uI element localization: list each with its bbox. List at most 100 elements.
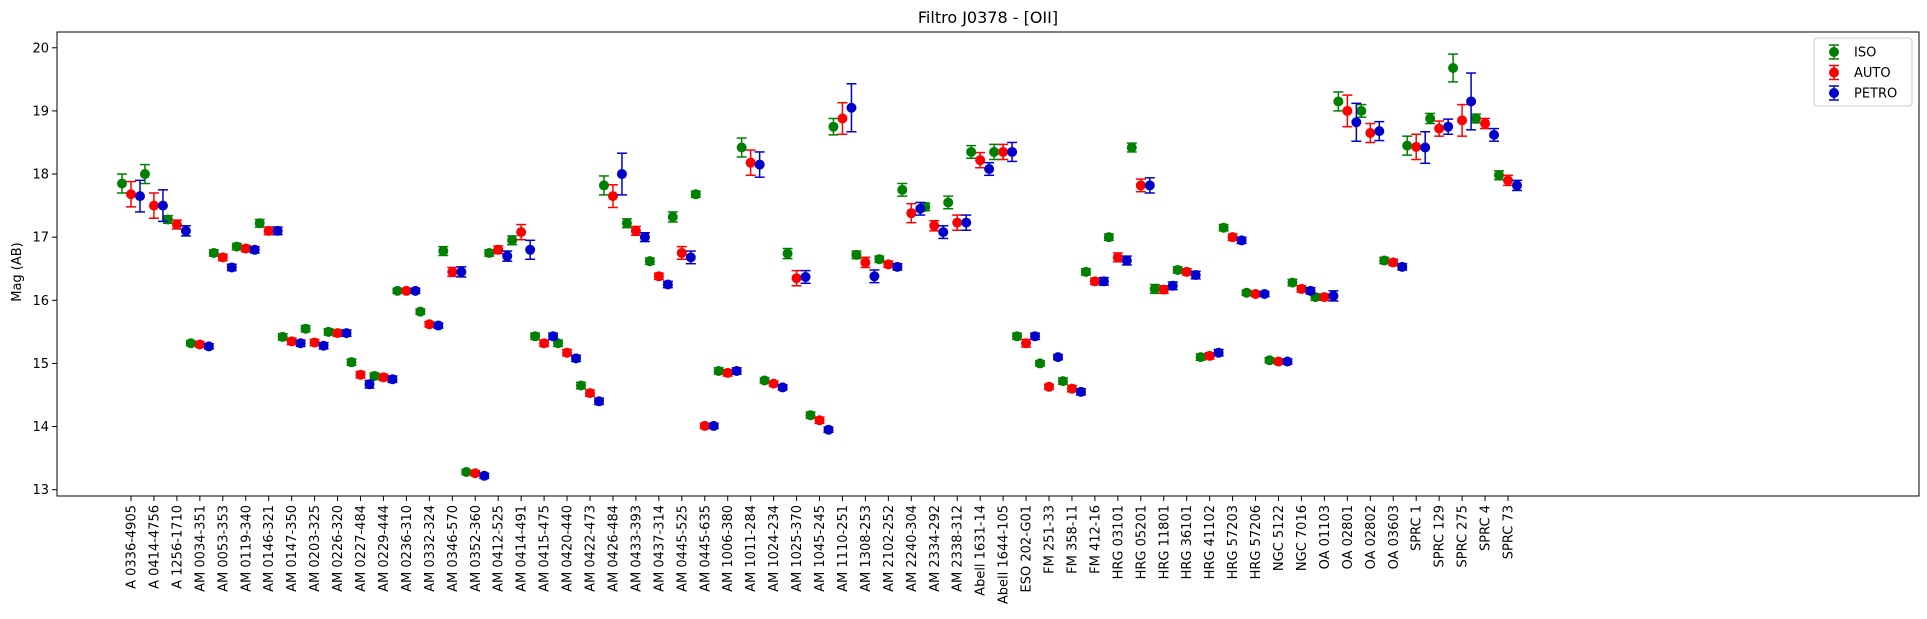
x-tick-label: OA 02801 bbox=[1341, 505, 1356, 569]
y-tick-label: 16 bbox=[32, 294, 49, 309]
data-point bbox=[424, 319, 435, 330]
data-point bbox=[530, 331, 541, 342]
x-tick-label: AM 2240-304 bbox=[905, 505, 920, 592]
y-axis-label: Mag (AB) bbox=[10, 242, 25, 302]
data-point bbox=[226, 262, 237, 273]
data-point bbox=[300, 323, 311, 334]
data-point bbox=[231, 241, 242, 252]
data-point bbox=[1319, 292, 1330, 303]
data-point bbox=[576, 380, 586, 391]
x-tick-label: Abell 1631-14 bbox=[974, 505, 989, 596]
data-point bbox=[1144, 180, 1155, 191]
data-point bbox=[1190, 270, 1201, 281]
data-point bbox=[1227, 232, 1238, 243]
data-point bbox=[139, 169, 150, 180]
data-point bbox=[585, 388, 595, 399]
data-point bbox=[1195, 352, 1206, 363]
data-point bbox=[851, 249, 862, 260]
data-point bbox=[341, 328, 352, 339]
data-point bbox=[1420, 142, 1431, 153]
data-point bbox=[433, 320, 444, 331]
data-point bbox=[1342, 105, 1353, 116]
data-point bbox=[571, 353, 582, 364]
x-tick-label: AM 2334-292 bbox=[928, 505, 943, 592]
data-point bbox=[180, 225, 191, 236]
y-tick-label: 15 bbox=[32, 357, 49, 372]
x-tick-label: OA 01103 bbox=[1318, 505, 1333, 569]
data-point bbox=[883, 259, 894, 270]
x-tick-label: AM 0437-314 bbox=[652, 505, 667, 592]
x-tick-label: AM 0236-310 bbox=[400, 505, 415, 592]
data-point bbox=[318, 340, 329, 351]
data-point bbox=[685, 252, 696, 263]
data-point bbox=[667, 211, 678, 222]
data-point bbox=[1126, 142, 1137, 153]
data-point bbox=[332, 328, 343, 339]
plot-area bbox=[117, 53, 1522, 481]
data-point bbox=[135, 191, 145, 202]
x-tick-label: AM 0053-353 bbox=[216, 505, 231, 592]
data-point bbox=[126, 189, 136, 200]
data-point bbox=[1007, 146, 1018, 157]
data-point bbox=[1181, 266, 1192, 277]
x-tick-label: SPRC 4 bbox=[1479, 505, 1494, 551]
data-point bbox=[1121, 255, 1132, 266]
data-point bbox=[516, 227, 527, 238]
x-tick-label: HRG 11801 bbox=[1157, 505, 1172, 579]
data-point bbox=[892, 261, 903, 272]
data-point bbox=[1489, 129, 1500, 140]
data-point bbox=[860, 257, 871, 268]
x-tick-label: NGC 7016 bbox=[1295, 505, 1310, 571]
data-point bbox=[1282, 356, 1293, 367]
data-point bbox=[699, 420, 710, 431]
data-point bbox=[943, 197, 954, 208]
x-tick-label: HRG 36101 bbox=[1180, 505, 1195, 579]
x-tick-label: SPRC 73 bbox=[1502, 505, 1517, 559]
data-point bbox=[309, 337, 320, 348]
data-point bbox=[1443, 121, 1454, 132]
data-point bbox=[1204, 350, 1215, 361]
x-tick-label: AM 0332-324 bbox=[423, 505, 438, 592]
data-point bbox=[157, 200, 168, 211]
x-tick-label: SPRC 129 bbox=[1433, 505, 1448, 568]
x-tick-label: A 0336-4905 bbox=[125, 505, 140, 589]
data-point bbox=[1066, 383, 1077, 394]
data-point bbox=[690, 189, 701, 200]
data-point bbox=[1218, 222, 1229, 233]
x-tick-label: AM 1006-380 bbox=[721, 505, 736, 592]
y-tick-label: 20 bbox=[32, 41, 49, 56]
data-point bbox=[507, 235, 518, 246]
data-point bbox=[548, 331, 559, 342]
series-auto bbox=[126, 94, 1513, 479]
data-point bbox=[1089, 276, 1100, 287]
data-point bbox=[1167, 280, 1178, 291]
data-point bbox=[470, 468, 481, 479]
x-tick-label: AM 0445-525 bbox=[675, 505, 690, 592]
data-point bbox=[401, 285, 412, 296]
data-point bbox=[1333, 96, 1344, 107]
data-point bbox=[1053, 352, 1063, 363]
x-tick-label: HRG 57203 bbox=[1226, 505, 1241, 579]
data-point bbox=[662, 279, 673, 290]
data-point bbox=[562, 347, 573, 358]
data-point bbox=[938, 227, 949, 238]
data-point bbox=[644, 256, 655, 267]
legend: ISO AUTO PETRO bbox=[1813, 37, 1913, 107]
x-tick-label: SPRC 1 bbox=[1410, 505, 1425, 551]
x-tick-label: AM 0352-360 bbox=[469, 505, 484, 592]
y-tick-label: 19 bbox=[32, 104, 49, 119]
x-tick-label: AM 0445-635 bbox=[698, 505, 713, 592]
data-point bbox=[1471, 113, 1482, 124]
x-tick-label: SPRC 275 bbox=[1456, 505, 1471, 568]
data-point bbox=[1021, 338, 1032, 349]
data-point bbox=[387, 374, 398, 385]
data-point bbox=[1149, 283, 1160, 294]
data-point bbox=[713, 366, 724, 377]
x-tick-label: HRG 41102 bbox=[1203, 505, 1218, 579]
data-point bbox=[1397, 261, 1408, 272]
x-tick-label: A 0414-4756 bbox=[147, 505, 162, 589]
x-tick-label: AM 0146-321 bbox=[262, 505, 277, 592]
data-point bbox=[369, 371, 380, 382]
axes-frame bbox=[56, 31, 1920, 497]
